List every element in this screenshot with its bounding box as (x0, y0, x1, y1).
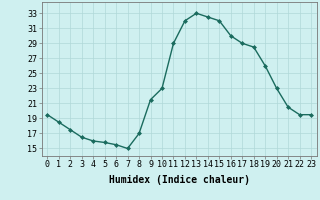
X-axis label: Humidex (Indice chaleur): Humidex (Indice chaleur) (109, 175, 250, 185)
